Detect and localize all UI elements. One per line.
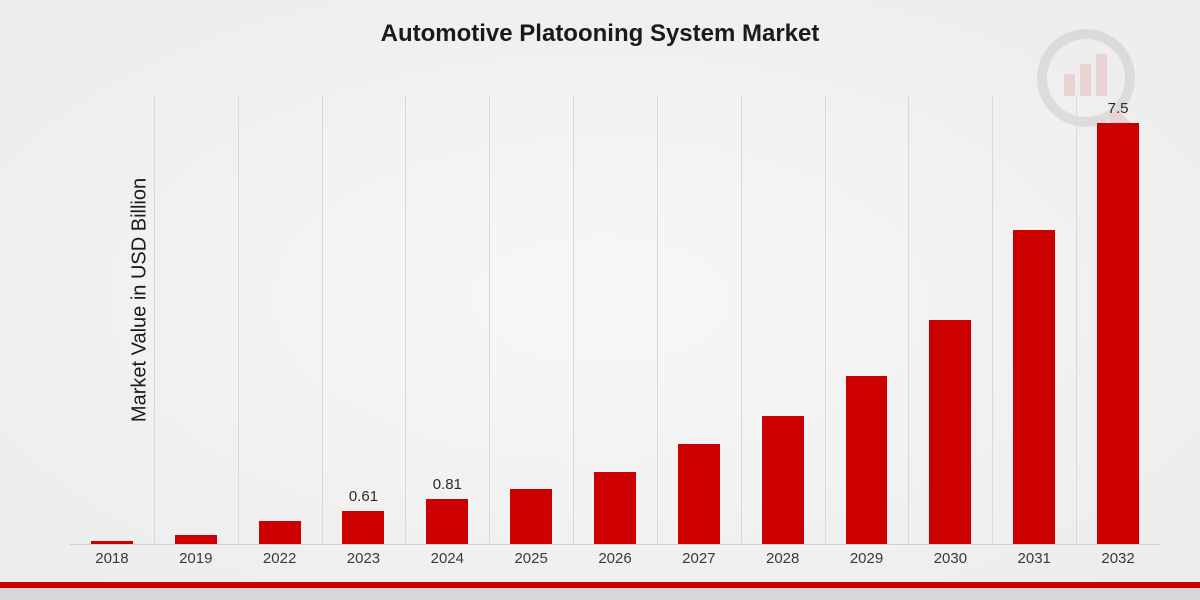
x-axis-tick-label: 2025	[514, 550, 547, 567]
chart-title-text: Automotive Platooning System Market	[381, 20, 820, 47]
chart-page: Automotive Platooning System Market Mark…	[0, 0, 1200, 600]
bar-value-label: 0.81	[405, 476, 489, 493]
bar-slot: 0.61	[322, 95, 406, 545]
bar	[1097, 123, 1139, 545]
bar	[762, 416, 804, 545]
x-axis-labels: 2018 2019 2022 2023 2024 2025 2026 2027 2028 2029…	[70, 550, 1160, 570]
bar-slot	[489, 95, 573, 545]
bar-slot	[238, 95, 322, 545]
bar	[426, 499, 468, 545]
chart-title: Automotive Platooning System Market	[0, 20, 1200, 48]
x-axis-tick-label: 2019	[179, 550, 212, 567]
x-axis-tick-label: 2027	[682, 550, 715, 567]
bar	[1013, 230, 1055, 545]
bar	[929, 320, 971, 545]
bar-slot	[573, 95, 657, 545]
bar-slot	[908, 95, 992, 545]
x-axis-tick-label: 2026	[598, 550, 631, 567]
bar-slot	[992, 95, 1076, 545]
x-axis-baseline	[70, 544, 1160, 545]
bar-slot	[70, 95, 154, 545]
bar-slot: 7.5	[1076, 95, 1160, 545]
bar-value-label: 7.5	[1076, 100, 1160, 117]
x-axis-tick-label: 2031	[1018, 550, 1051, 567]
x-axis-tick-label: 2024	[431, 550, 464, 567]
x-axis-tick-label: 2023	[347, 550, 380, 567]
bar-slot: 0.81	[405, 95, 489, 545]
footer-band-gray	[0, 588, 1200, 600]
bar-slot	[154, 95, 238, 545]
bar-slot	[657, 95, 741, 545]
x-axis-tick-label: 2018	[95, 550, 128, 567]
footer-band	[0, 582, 1200, 600]
x-axis-tick-label: 2022	[263, 550, 296, 567]
plot-area: 0.610.81 7.5	[70, 95, 1160, 545]
x-axis-tick-label: 2032	[1101, 550, 1134, 567]
bar-value-label: 0.61	[322, 488, 406, 505]
x-axis-tick-label: 2029	[850, 550, 883, 567]
bar	[594, 472, 636, 545]
bar	[846, 376, 888, 545]
bar	[678, 444, 720, 545]
bars-container: 0.610.81 7.5	[70, 95, 1160, 545]
bar-slot	[825, 95, 909, 545]
bar	[259, 521, 301, 545]
x-axis-tick-label: 2028	[766, 550, 799, 567]
bar-slot	[741, 95, 825, 545]
bar	[342, 511, 384, 545]
bar	[510, 489, 552, 545]
x-axis-tick-label: 2030	[934, 550, 967, 567]
